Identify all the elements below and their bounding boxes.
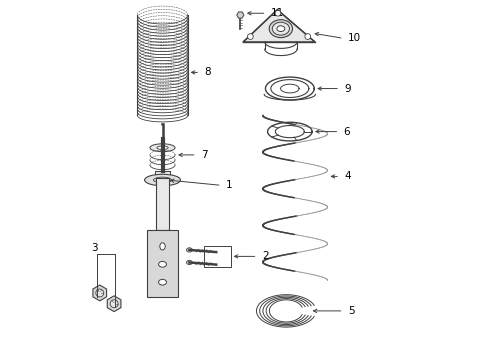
Ellipse shape <box>153 177 172 183</box>
Text: 5: 5 <box>348 306 355 316</box>
Circle shape <box>275 10 281 16</box>
Ellipse shape <box>187 248 192 252</box>
Text: 11: 11 <box>271 8 284 18</box>
Ellipse shape <box>272 22 290 35</box>
Ellipse shape <box>159 279 167 285</box>
Ellipse shape <box>161 123 164 125</box>
Polygon shape <box>243 10 315 42</box>
Text: 3: 3 <box>92 243 98 253</box>
Bar <box>147 230 177 297</box>
Text: 2: 2 <box>262 251 269 261</box>
Polygon shape <box>93 285 107 301</box>
Circle shape <box>305 34 311 40</box>
Ellipse shape <box>277 26 285 32</box>
Ellipse shape <box>145 174 180 186</box>
Ellipse shape <box>269 20 293 38</box>
Polygon shape <box>107 296 121 312</box>
Bar <box>204 246 231 267</box>
Ellipse shape <box>187 260 192 265</box>
Ellipse shape <box>159 261 167 267</box>
Circle shape <box>96 289 104 297</box>
Polygon shape <box>237 12 244 18</box>
Ellipse shape <box>150 144 175 152</box>
Bar <box>156 178 169 230</box>
Text: 8: 8 <box>204 67 211 77</box>
Bar <box>155 171 170 178</box>
Text: 6: 6 <box>343 127 350 136</box>
Circle shape <box>110 300 118 308</box>
Text: 10: 10 <box>348 33 361 43</box>
Circle shape <box>247 34 253 40</box>
Text: 9: 9 <box>344 84 351 94</box>
Text: 4: 4 <box>344 171 351 181</box>
Ellipse shape <box>160 243 165 250</box>
Ellipse shape <box>157 146 168 149</box>
Text: 1: 1 <box>226 180 233 190</box>
Text: 7: 7 <box>201 150 208 160</box>
